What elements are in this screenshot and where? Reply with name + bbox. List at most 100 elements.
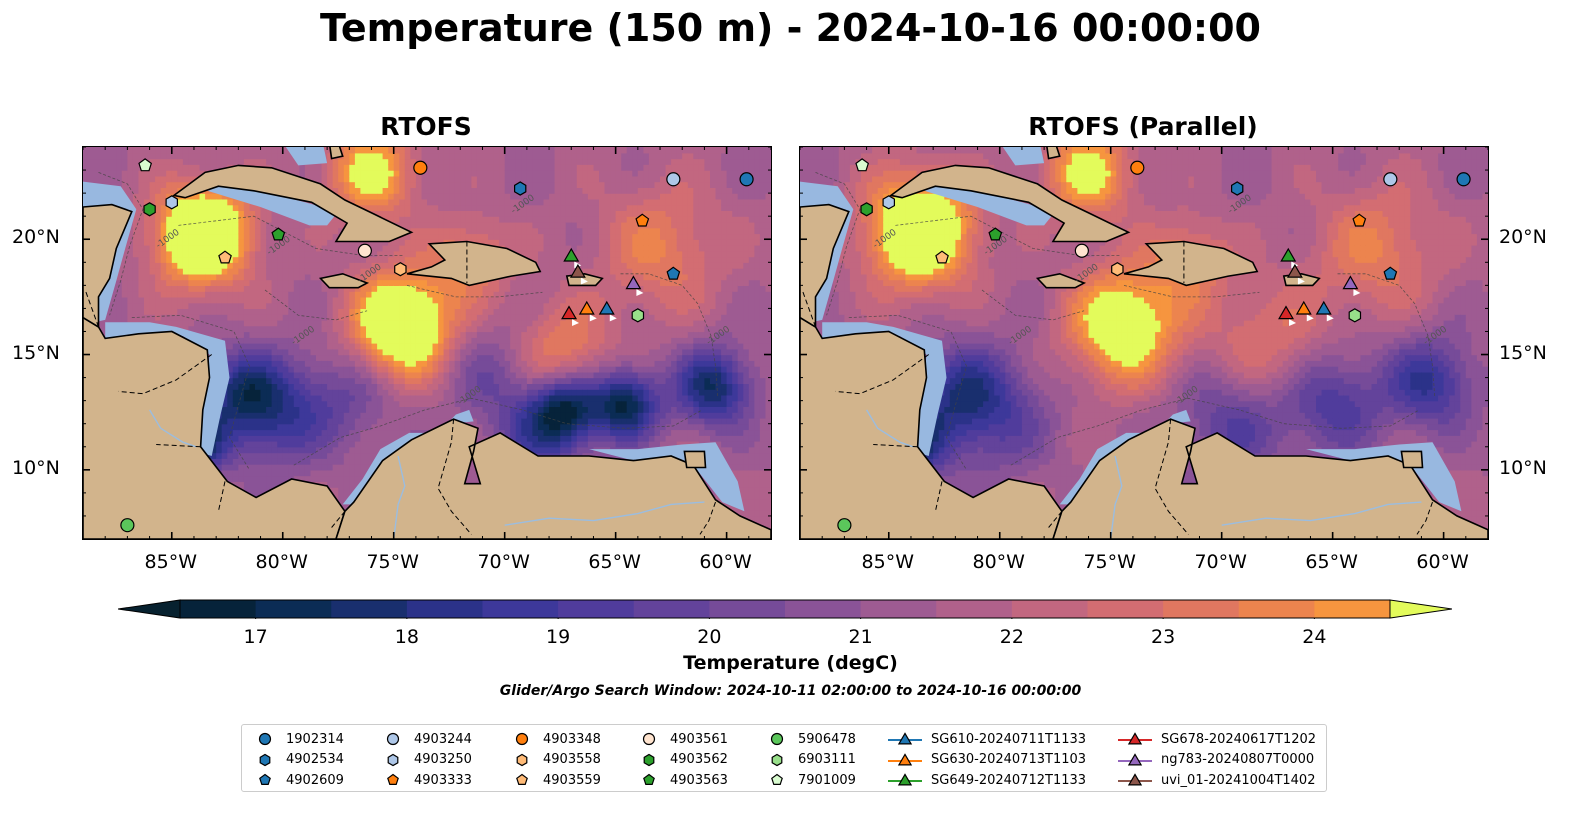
temperature-cell (255, 314, 262, 321)
temperature-cell (382, 325, 389, 333)
temperature-cell (482, 348, 489, 356)
temperature-cell (249, 291, 256, 298)
temperature-cell (476, 198, 483, 206)
temperature-cell (310, 343, 317, 350)
temperature-cell (399, 360, 406, 367)
temperature-cell (388, 308, 395, 315)
temperature-cell (332, 233, 339, 240)
temperature-cell (404, 147, 411, 154)
temperature-cell (465, 233, 472, 240)
temperature-cell (354, 245, 361, 252)
temperature-cell (427, 360, 434, 367)
temperature-cell (243, 273, 250, 281)
temperature-cell (349, 435, 356, 442)
temperature-cell (232, 452, 239, 459)
temperature-cell (160, 273, 167, 281)
temperature-cell (404, 412, 411, 419)
temperature-cell (282, 417, 289, 425)
temperature-cell (255, 331, 262, 338)
temperature-cell (282, 256, 289, 263)
temperature-cell (110, 314, 117, 321)
temperature-cell (404, 250, 411, 258)
temperature-cell (310, 452, 317, 459)
temperature-cell (476, 239, 483, 246)
temperature-cell (127, 245, 134, 252)
temperature-cell (260, 227, 267, 235)
temperature-cell (438, 314, 445, 321)
temperature-cell (438, 187, 445, 194)
temperature-cell (482, 187, 489, 194)
temperature-cell (255, 360, 262, 367)
temperature-cell (316, 452, 323, 459)
temperature-cell (271, 435, 278, 442)
temperature-cell (266, 394, 273, 402)
temperature-cell (338, 239, 345, 246)
temperature-cell (227, 152, 234, 160)
temperature-cell (399, 291, 406, 298)
temperature-cell (310, 377, 317, 384)
temperature-cell (299, 412, 306, 419)
temperature-cell (438, 400, 445, 407)
temperature-cell (388, 239, 395, 246)
temperature-cell (443, 325, 450, 333)
temperature-cell (393, 394, 400, 402)
temperature-cell (160, 147, 167, 154)
temperature-cell (427, 187, 434, 194)
temperature-cell (121, 170, 128, 177)
temperature-cell (465, 308, 472, 315)
temperature-cell (327, 319, 334, 327)
temperature-cell (210, 314, 217, 321)
temperature-cell (238, 435, 245, 442)
temperature-cell (249, 400, 256, 407)
temperature-cell (132, 170, 139, 177)
temperature-cell (282, 435, 289, 442)
temperature-cell (221, 314, 228, 321)
temperature-cell (255, 233, 262, 240)
temperature-cell (432, 389, 439, 396)
temperature-cell (471, 302, 478, 309)
temperature-cell (138, 314, 145, 321)
temperature-cell (249, 152, 256, 160)
temperature-cell (488, 429, 495, 436)
temperature-cell (343, 400, 350, 407)
temperature-cell (427, 262, 434, 269)
temperature-cell (221, 464, 228, 471)
temperature-cell (288, 262, 295, 269)
temperature-cell (293, 291, 300, 298)
temperature-cell (188, 325, 195, 333)
temperature-cell (288, 158, 295, 165)
temperature-cell (410, 343, 417, 350)
temperature-cell (482, 319, 489, 327)
temperature-cell (482, 371, 489, 379)
temperature-cell (293, 469, 300, 477)
temperature-cell (427, 406, 434, 413)
temperature-cell (343, 360, 350, 367)
temperature-cell (410, 175, 417, 183)
temperature-cell (266, 239, 273, 246)
temperature-cell (288, 366, 295, 373)
temperature-cell (427, 175, 434, 183)
temperature-cell (194, 221, 201, 229)
temperature-cell (132, 210, 139, 217)
temperature-cell (271, 464, 278, 471)
temperature-cell (310, 383, 317, 390)
temperature-cell (427, 147, 434, 154)
temperature-cell (482, 216, 489, 223)
temperature-cell (260, 406, 267, 413)
temperature-cell (438, 193, 445, 200)
temperature-cell (271, 268, 278, 275)
temperature-cell (116, 273, 123, 281)
temperature-cell (149, 262, 156, 269)
temperature-cell (471, 464, 478, 471)
temperature-cell (227, 296, 234, 304)
temperature-cell (171, 216, 178, 223)
temperature-cell (338, 464, 345, 471)
temperature-cell (360, 469, 367, 477)
temperature-cell (360, 406, 367, 413)
temperature-cell (327, 268, 334, 275)
temperature-cell (366, 296, 373, 304)
temperature-cell (210, 458, 217, 465)
temperature-cell (465, 198, 472, 206)
temperature-cell (404, 343, 411, 350)
temperature-cell (116, 285, 123, 292)
